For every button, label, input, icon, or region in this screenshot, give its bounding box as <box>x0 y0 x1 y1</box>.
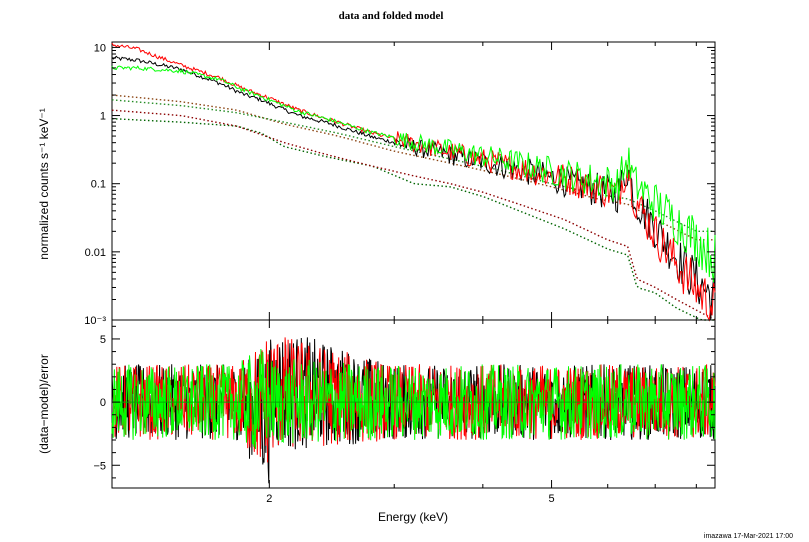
upper-y-tick-label: 0.1 <box>91 179 106 191</box>
lower-y-tick-label: 0 <box>100 397 106 409</box>
upper-panel: 10 1 0.1 0.01 10⁻³ normalized counts s⁻¹ keV… <box>37 41 716 327</box>
lower-panel: 2 5 5 0 −5 (data−model)/error Energy (keV) <box>37 319 716 524</box>
data-series-line <box>111 65 716 283</box>
x-tick-label: 5 <box>549 493 555 505</box>
upper-plot-frame <box>111 41 716 321</box>
model-component-line <box>111 118 715 321</box>
lower-y-tick-label: −5 <box>93 460 106 472</box>
upper-y-tick-label: 0.01 <box>85 247 106 259</box>
lower-y-axis-label: (data−model)/error <box>37 354 51 454</box>
upper-y-axis-label: normalized counts s⁻¹ keV⁻¹ <box>37 108 51 259</box>
x-tick-label: 2 <box>266 493 272 505</box>
data-series-line <box>111 55 716 320</box>
model-component-line <box>111 94 715 241</box>
model-component-line <box>111 99 715 232</box>
chart-title: data and folded model <box>339 10 444 22</box>
model-component-line <box>111 109 716 321</box>
footer-stamp: imazawa 17-Mar-2021 17:00 <box>704 533 793 540</box>
residual-series-line <box>111 348 716 450</box>
upper-y-tick-label: 10 <box>94 42 106 54</box>
lower-y-tick-label: 5 <box>100 334 106 346</box>
upper-ticks: 10 1 0.1 0.01 10⁻³ <box>84 42 715 327</box>
x-axis-label: Energy (keV) <box>378 510 448 524</box>
upper-marks <box>111 42 716 322</box>
lower-marks <box>111 337 716 484</box>
lower-ticks: 2 5 5 0 −5 <box>93 320 715 505</box>
data-series-line <box>111 42 716 322</box>
upper-y-tick-label: 10⁻³ <box>84 315 106 327</box>
upper-y-tick-label: 1 <box>100 111 106 123</box>
